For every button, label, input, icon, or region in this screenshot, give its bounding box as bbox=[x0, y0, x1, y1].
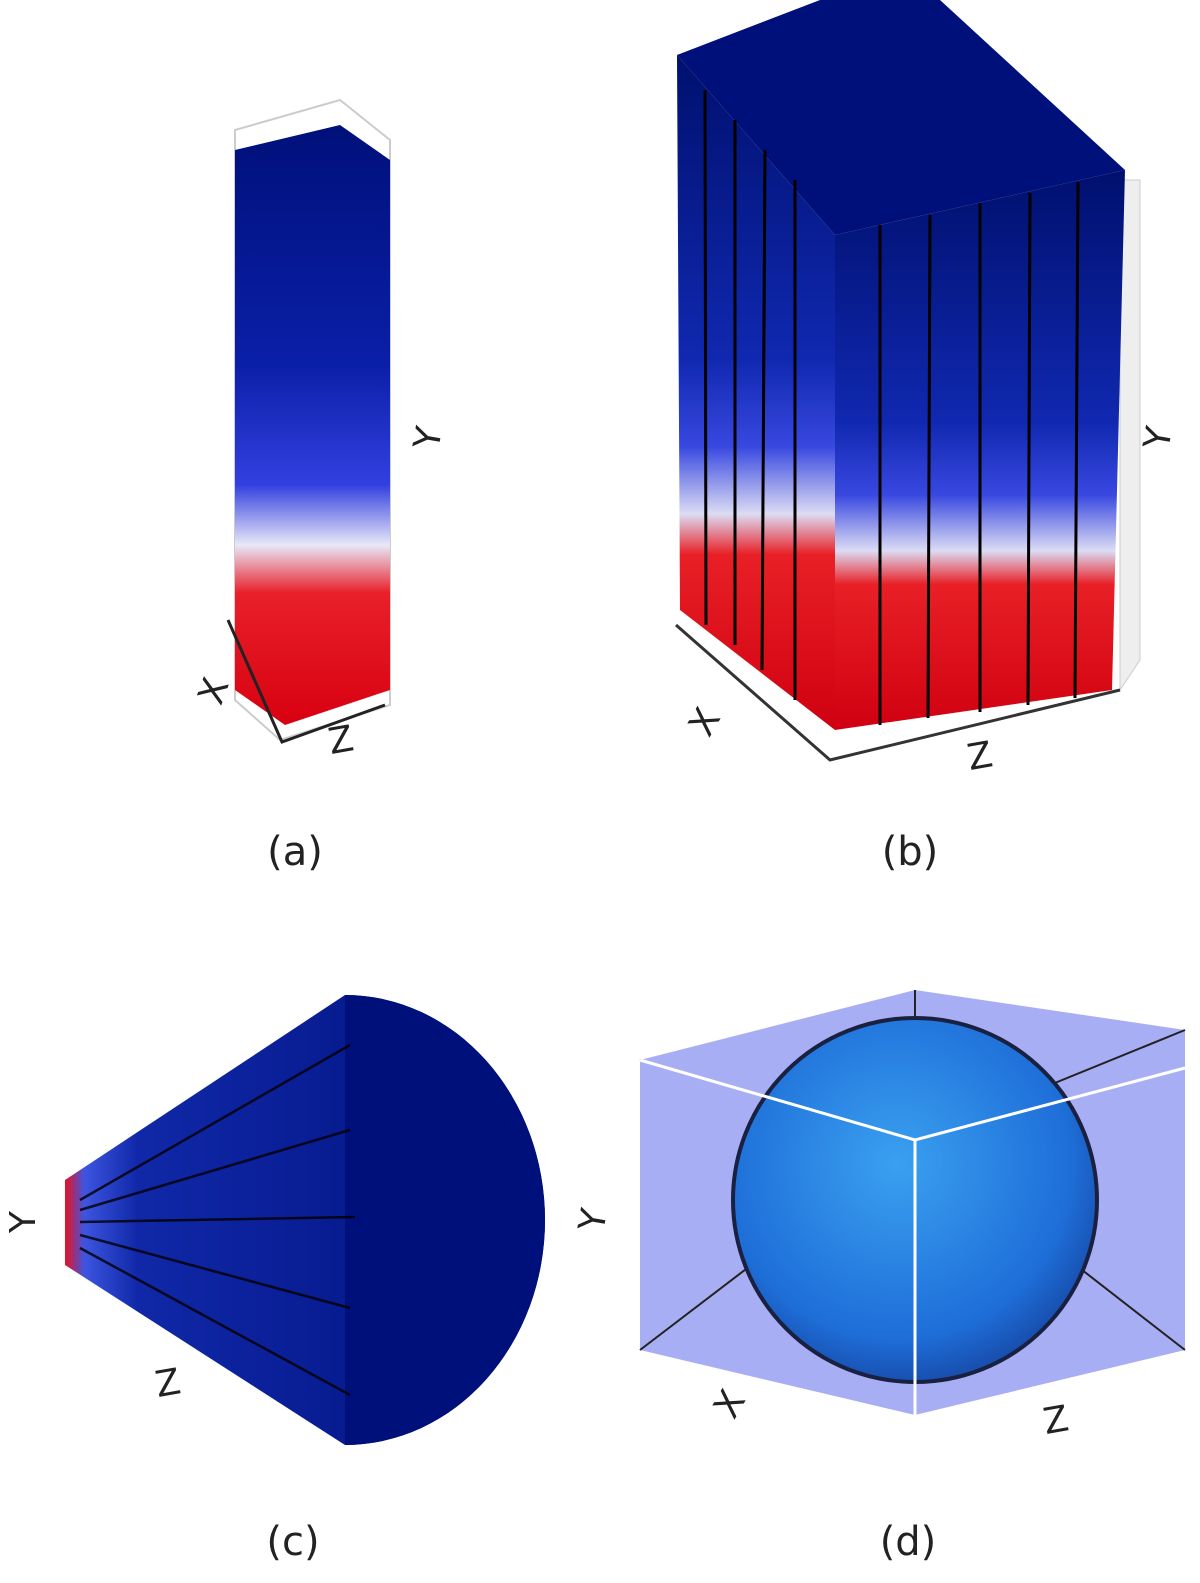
axis-label-y: Y bbox=[571, 1205, 616, 1236]
caption: (a) bbox=[267, 829, 323, 875]
cube-front-edges bbox=[639, 1058, 1186, 1420]
axis-label-y: Y bbox=[406, 423, 451, 454]
axis-label-y: Y bbox=[1136, 423, 1181, 454]
axis-label-x: X bbox=[706, 1383, 754, 1425]
axis-label-z: Z bbox=[325, 718, 356, 763]
slice-lines bbox=[79, 1043, 356, 1397]
volume-top bbox=[677, 0, 1125, 235]
axis-label-z: Z bbox=[964, 734, 995, 779]
axis-label-x: X bbox=[681, 701, 729, 743]
axis-frame bbox=[675, 623, 1121, 762]
caption: (c) bbox=[266, 1519, 319, 1565]
caption: (d) bbox=[880, 1519, 937, 1565]
axis-frame bbox=[226, 619, 386, 744]
panel-d: Y X Z (d) bbox=[571, 990, 1186, 1565]
caption: (b) bbox=[882, 829, 939, 875]
cone-base bbox=[345, 995, 545, 1445]
panel-c: Y Z (c) bbox=[3, 995, 545, 1565]
slice-lines bbox=[703, 89, 1080, 725]
panel-a: X Y Z (a) bbox=[191, 98, 451, 875]
axis-label-z: Z bbox=[152, 1361, 183, 1406]
bounding-box bbox=[1119, 179, 1141, 692]
axis-label-x: X bbox=[191, 672, 238, 709]
volume bbox=[235, 125, 390, 725]
panel-b: X Y Z (b) bbox=[675, 0, 1181, 875]
axis-label-z: Z bbox=[1040, 1398, 1071, 1443]
bounding-box bbox=[234, 98, 391, 742]
axis-label-y: Y bbox=[3, 1210, 44, 1234]
